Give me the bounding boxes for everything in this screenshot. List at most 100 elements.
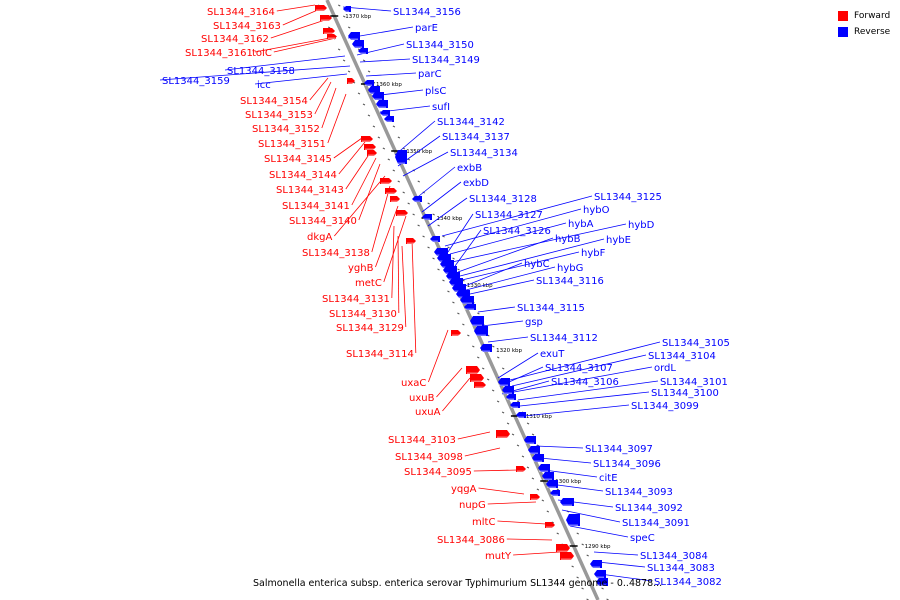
legend-reverse: Reverse [838,24,890,40]
forward-gene-feature [347,78,355,84]
forward-leader-line [397,235,400,314]
tick-mark [382,147,386,150]
forward-leader-line [254,37,331,53]
feature-highlight [481,350,490,352]
forward-leader-line [513,551,561,556]
reverse-gene-feature [460,296,474,304]
feature-highlight [591,566,600,568]
reverse-gene-feature [430,236,440,242]
forward-leader-line [457,431,491,440]
reverse-gene-feature [502,386,514,394]
tick-mark [392,125,396,128]
reverse-gene-label: SL1344_3107 [545,363,613,374]
reverse-gene-label: SL1344_3100 [651,388,719,399]
forward-gene-label: SL1344_3164 [207,7,275,18]
reverse-gene-label: hybD [628,220,655,231]
forward-gene-feature [364,144,376,150]
tick-mark [327,26,331,29]
forward-leader-line [321,87,337,129]
forward-gene-label: uxuA [415,407,441,418]
feature-highlight [353,46,362,48]
feature-highlight [369,92,378,94]
feature-highlight [344,10,349,12]
feature-highlight [362,140,371,142]
reverse-leader-line [481,320,524,327]
reverse-leader-line [461,251,580,281]
reverse-gene-label: hybF [581,248,606,259]
feature-highlight [539,470,548,472]
forward-gene-label: SL1344_3129 [336,323,404,334]
reverse-gene-feature [538,464,550,472]
forward-leader-line [282,8,321,26]
forward-gene-label: SL1344_3141 [282,201,350,212]
forward-gene-label: mltC [472,517,495,528]
tick-mark [506,422,510,425]
reverse-gene-label: hybE [606,235,631,246]
feature-highlight [396,162,405,164]
feature-highlight [368,154,375,156]
feature-highlight [595,576,604,578]
forward-gene-label: SL1344_3162 [201,34,269,45]
feature-highlight [349,38,358,40]
forward-leader-line [358,163,381,221]
reverse-gene-label: SL1344_3092 [615,503,683,514]
forward-gene-label: SL1344_3154 [240,96,308,107]
reverse-gene-label: hybO [583,205,610,216]
forward-gene-feature [320,15,332,21]
tick-mark [447,246,450,249]
feature-highlight [499,384,508,386]
forward-gene-label: SL1344_3114 [346,349,414,360]
tick-mark [402,191,405,194]
leader-lines [159,4,661,582]
reverse-leader-line [599,573,653,582]
tick-mark [377,136,381,139]
reverse-leader-line [511,354,647,387]
tick-mark [442,235,445,238]
reverse-gene-feature [470,316,484,326]
tick-mark [581,543,584,546]
tick-mark [571,565,574,568]
reverse-gene-label: ordL [654,363,676,374]
tick-mark [432,257,435,260]
gene-labels: SL1344_3164 SL1344_3163 SL1344_3162 SL1344_… [162,7,730,588]
scale-label: 1370 kbp [345,14,371,20]
reverse-leader-line [254,73,348,85]
feature-highlight [471,324,482,326]
forward-leader-line [506,538,553,541]
tick-mark [397,180,400,183]
reverse-leader-line [549,483,604,492]
tick-mark [342,59,346,62]
legend-reverse-label: Reverse [854,27,891,37]
tick-mark [531,477,535,480]
feature-highlight [407,242,414,244]
forward-gene-feature [361,136,373,142]
gene-features [315,5,608,586]
reverse-gene-feature [422,214,432,220]
forward-gene-feature [560,552,574,560]
reverse-gene-label: SL1344_3128 [469,194,537,205]
forward-gene-label: SL1344_3152 [252,124,320,135]
forward-leader-line [309,77,329,101]
tick-mark [392,169,396,172]
reverse-leader-line [535,445,584,449]
reverse-gene-label: parC [418,69,442,80]
tick-mark [491,389,495,392]
tick-mark [412,213,415,216]
forward-gene-feature [496,430,510,438]
forward-gene-label: SL1344_3086 [437,535,505,546]
feature-highlight [561,504,572,506]
reverse-gene-label: parE [415,23,438,34]
scale-label: 1310 kbp [526,414,552,420]
feature-highlight [551,494,558,496]
reverse-gene-label: SL1344_3083 [647,563,715,574]
reverse-leader-line [394,120,436,156]
forward-gene-feature [530,494,540,500]
feature-highlight [533,460,542,462]
tick-mark [526,422,530,425]
forward-gene-label: dkgA [307,232,332,243]
legend-forward: Forward [838,8,890,24]
reverse-leader-line [454,229,482,267]
scale-label: 1320 kbp [496,348,522,354]
forward-leader-line [436,367,463,398]
forward-gene-feature [385,188,397,194]
